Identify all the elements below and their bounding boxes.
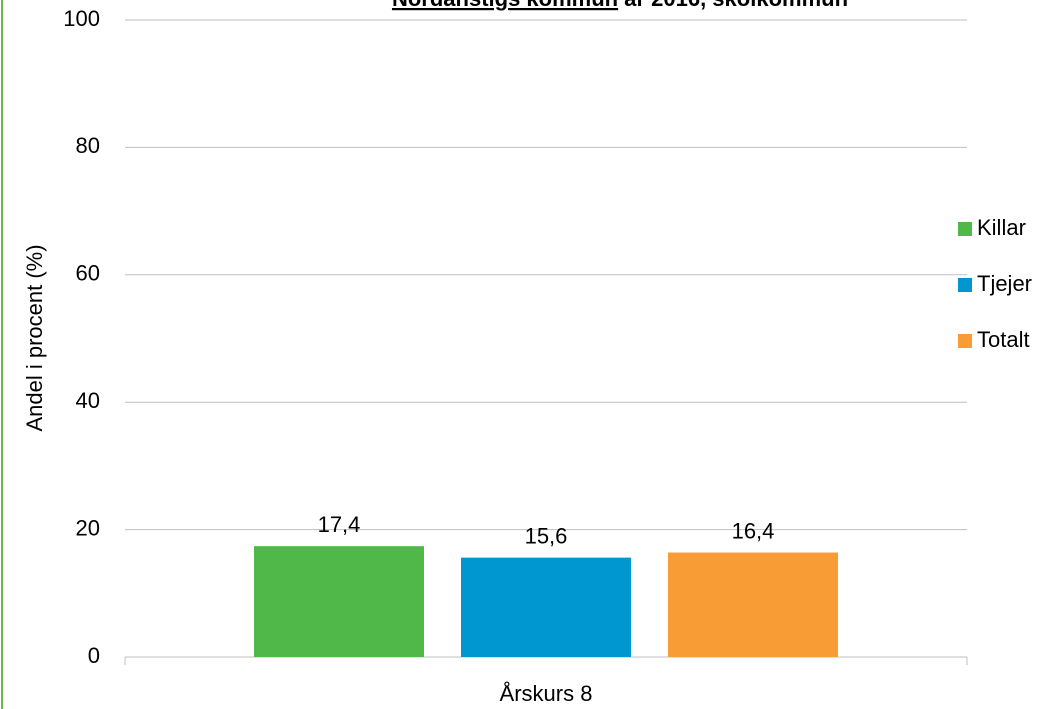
y-axis-label: Andel i procent (%) [22,244,47,431]
legend-label: Tjejer [977,271,1032,296]
legend-swatch [958,334,972,348]
y-tick-label: 100 [63,6,100,31]
title-rest: år 2016, skolkommun [624,0,848,11]
bar [668,552,838,657]
y-tick-label: 40 [76,388,100,413]
data-label: 15,6 [525,523,568,548]
y-tick-label: 80 [76,133,100,158]
data-label: 16,4 [732,518,775,543]
y-tick-label: 60 [76,261,100,286]
chart-title: Nordanstigs kommun år 2016, skolkommun [392,0,848,11]
x-tick-label: Årskurs 8 [500,681,593,706]
legend-swatch [958,222,972,236]
y-tick-label: 0 [88,643,100,668]
bar [461,557,631,657]
legend-label: Totalt [977,327,1030,352]
bar [254,546,424,657]
legend-label: Killar [977,215,1026,240]
y-tick-label: 20 [76,515,100,540]
legend-swatch [958,278,972,292]
title-underlined: Nordanstigs kommun [392,0,618,11]
data-label: 17,4 [318,512,361,537]
